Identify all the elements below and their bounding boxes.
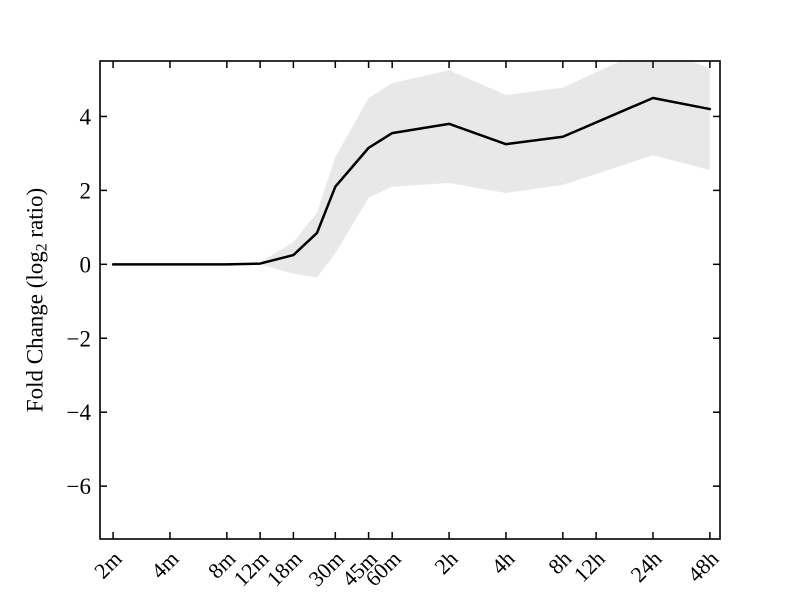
x-tick-label: 2h xyxy=(429,546,462,579)
x-tick-label: 2m xyxy=(89,546,127,584)
x-tick-label: 4m xyxy=(146,546,184,584)
y-tick-label: −6 xyxy=(67,474,91,499)
y-axis-label-subscript: 2 xyxy=(33,243,51,252)
fold-change-line xyxy=(111,96,712,266)
y-tick-label: 4 xyxy=(80,104,92,129)
x-tick-label: 12h xyxy=(569,546,610,587)
x-tick-label: 48h xyxy=(682,546,723,587)
y-axis-label-text: Fold Change (log xyxy=(22,251,48,413)
y-tick-label: −4 xyxy=(67,400,92,425)
x-tick-label: 8h xyxy=(543,546,576,579)
x-tick-label: 24h xyxy=(626,546,667,587)
y-tick-label: −2 xyxy=(67,326,91,351)
y-axis-label: Fold Change (log2 ratio) xyxy=(22,188,51,412)
y-tick-label: 2 xyxy=(80,178,92,203)
axes-spines xyxy=(99,60,721,540)
y-tick-label: 0 xyxy=(80,252,92,277)
x-tick-label: 18m xyxy=(262,546,307,591)
y-axis-label-text: ratio) xyxy=(22,187,48,244)
confidence-band xyxy=(260,61,710,278)
x-tick-label: 4h xyxy=(486,546,519,579)
